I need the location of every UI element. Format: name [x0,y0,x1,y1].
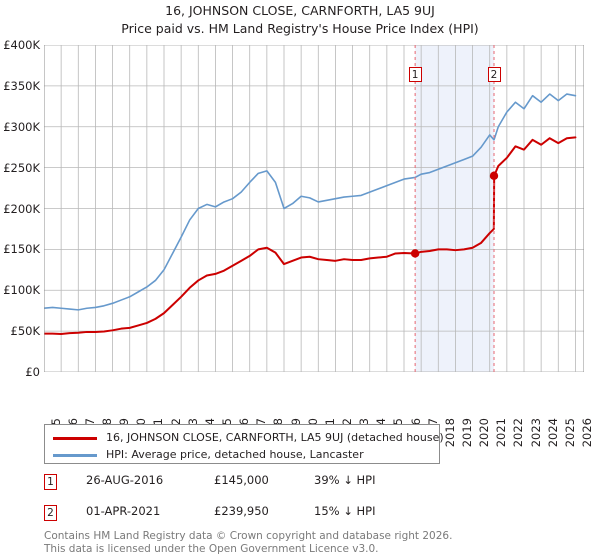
y-axis-tick-label: £200K [3,201,40,216]
x-axis-tick-labels: 1995199619971998199920002001200220032004… [44,374,594,447]
transaction-date: 01-APR-2021 [86,504,161,518]
legend-item: 16, JOHNSON CLOSE, CARNFORTH, LA5 9UJ (d… [45,428,444,448]
transaction-point-2[interactable] [489,171,499,181]
transactions-table: 1 26-AUG-2016 £145,000 39% ↓ HPI 2 01-APR-202… [44,472,464,534]
footer-line-1: Contains HM Land Registry data © Crown c… [44,530,453,542]
x-axis-tick-label: 2018 [442,418,457,448]
chart-marker-1[interactable]: 1 [408,67,422,82]
y-axis-tick-label: £0 [25,365,40,379]
transaction-hpi-delta: 15% ↓ HPI [314,504,376,518]
footer-line-2: This data is licensed under the Open Gov… [44,542,379,555]
chart-marker-2[interactable]: 2 [487,67,501,82]
y-axis-tick-label: £150K [3,242,40,257]
series-line-price-paid [44,136,577,335]
transaction-date: 26-AUG-2016 [86,473,164,487]
x-axis-tick-label: 2023 [528,418,543,448]
transaction-point-1[interactable] [410,249,420,258]
transaction-marker-badge[interactable]: 1 [44,474,57,490]
x-axis-tick-label: 2024 [545,418,560,448]
legend-color-swatch [53,437,97,440]
transaction-hpi-delta: 39% ↓ HPI [314,473,376,487]
y-axis-tick-labels: £0 £50K £100K £150K £200K £250K £300K £350K £400… [0,38,42,379]
x-axis-tick-label: 2022 [511,418,526,448]
footer-attribution: Contains HM Land Registry data © Crown c… [44,530,584,555]
legend-item-label: HPI: Average price, detached house, Lanc… [106,448,364,461]
legend-item-label: 16, JOHNSON CLOSE, CARNFORTH, LA5 9UJ (d… [106,431,444,444]
y-axis-tick-label: £350K [3,78,40,93]
y-axis-tick-label: £250K [3,160,40,175]
x-axis-tick-label: 2019 [459,418,474,448]
x-axis-tick-label: 2021 [494,418,509,448]
transaction-price: £145,000 [214,473,269,487]
chart-title-primary: 16, JOHNSON CLOSE, CARNFORTH, LA5 9UJ [165,3,435,18]
x-axis-tick-label: 2026 [579,418,594,448]
y-axis-tick-label: £400K [3,38,40,52]
table-row[interactable]: 2 01-APR-2021 £239,950 15% ↓ HPI [44,503,464,534]
legend-color-swatch [53,454,97,457]
y-axis-tick-label: £300K [3,119,40,134]
chart-title-secondary: Price paid vs. HM Land Registry's House … [121,21,479,36]
page-title: 16, JOHNSON CLOSE, CARNFORTH, LA5 9UJ Pr… [0,2,600,38]
y-axis-tick-label: £100K [3,283,40,298]
transaction-price: £239,950 [214,504,269,518]
x-axis-tick-label: 2020 [477,418,492,448]
y-axis-tick-label: £50K [10,324,41,339]
legend-item: HPI: Average price, detached house, Lanc… [45,445,439,465]
transaction-marker-badge[interactable]: 2 [44,505,57,521]
series-line-hpi [44,93,577,311]
chart-legend: 16, JOHNSON CLOSE, CARNFORTH, LA5 9UJ (d… [44,424,444,465]
table-row[interactable]: 1 26-AUG-2016 £145,000 39% ↓ HPI [44,472,464,503]
chart-svg [44,45,584,372]
x-axis-tick-label: 2025 [562,418,577,448]
